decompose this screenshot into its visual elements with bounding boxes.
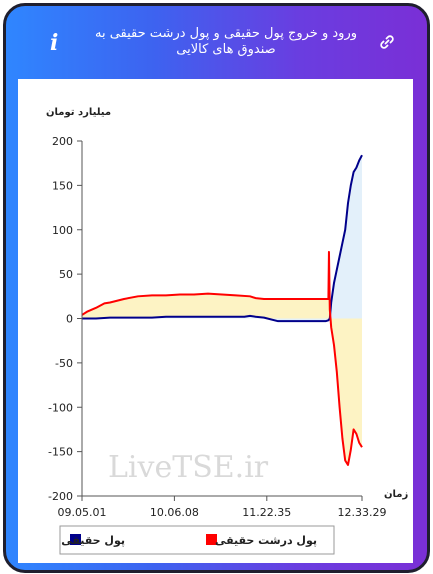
y-tick-label: -100: [48, 401, 73, 414]
x-tick-label: 12.33.29: [338, 506, 387, 519]
y-tick-label: -150: [48, 446, 73, 459]
x-tick-label: 10.06.08: [150, 506, 199, 519]
series-line-1: [81, 250, 363, 466]
y-axis-title: میلیارد تومان: [46, 107, 111, 118]
y-tick-label: 200: [52, 135, 73, 148]
y-tick-label: 150: [52, 179, 73, 192]
y-tick-label: -50: [55, 357, 73, 370]
x-axis-title: زمان: [384, 489, 408, 500]
legend-swatch-0: [70, 534, 81, 545]
series-area-0: [82, 155, 362, 322]
legend-swatch-1: [206, 534, 217, 545]
x-tick-label: 11.22.35: [242, 506, 291, 519]
watermark: LiveTSE.ir: [108, 450, 269, 485]
y-tick-label: 100: [52, 224, 73, 237]
legend-box: [59, 525, 335, 555]
info-icon[interactable]: i: [50, 30, 59, 56]
legend-label-1: پول درشت حقیقی: [215, 534, 317, 547]
x-tick-label: 09.05.01: [58, 506, 107, 519]
chart-title: ورود و خروج پول حقیقی و پول درشت حقیقی ب…: [94, 26, 357, 57]
y-tick-label: 50: [59, 268, 73, 281]
chart-card: i ورود و خروج پول حقیقی و پول درشت حقیقی…: [3, 3, 430, 573]
series-line-0: [82, 154, 363, 323]
chart-svg: -200 -150 -100 -50 0 50 100 150 200 09.05.01 10.06…: [46, 107, 408, 555]
chart-panel: -200 -150 -100 -50 0 50 100 150 200 09.05.01 10.06…: [18, 79, 413, 563]
series-area-1: [82, 251, 362, 465]
y-tick-label: 0: [66, 313, 73, 326]
card-header: i ورود و خروج پول حقیقی و پول درشت حقیقی…: [6, 6, 427, 76]
y-tick-label: -200: [48, 490, 73, 503]
link-icon[interactable]: [379, 34, 395, 50]
legend-label-0: پول حقیقی: [61, 534, 125, 547]
